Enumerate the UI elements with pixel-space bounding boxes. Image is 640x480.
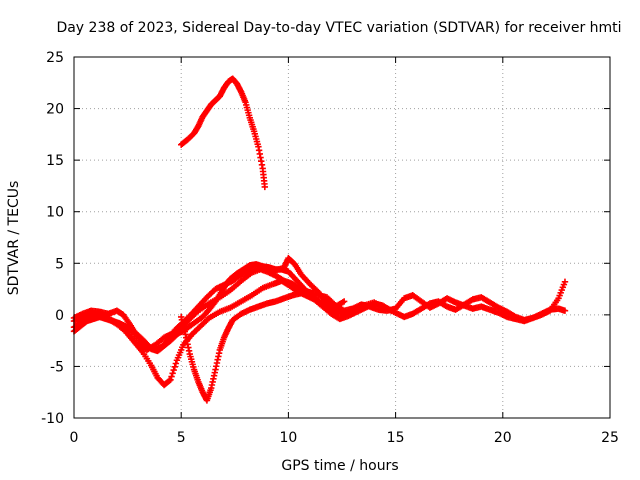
data-point	[169, 370, 176, 377]
y-tick-label: 20	[46, 102, 64, 118]
data-point	[168, 373, 175, 380]
y-tick-label: -10	[41, 411, 64, 427]
series-track-c	[70, 265, 569, 354]
y-tick-label: 10	[46, 205, 64, 221]
x-tick-label: 20	[494, 430, 512, 446]
data-point	[171, 363, 178, 370]
x-tick-label: 0	[70, 430, 79, 446]
data-point	[172, 360, 180, 367]
x-axis-label: GPS time / hours	[281, 458, 398, 474]
data-point	[561, 278, 569, 286]
plot-frame	[73, 56, 611, 419]
y-tick-label: -5	[50, 359, 64, 375]
x-tick-label: 15	[387, 430, 405, 446]
data-point	[261, 183, 269, 191]
chart-title: Day 238 of 2023, Sidereal Day-to-day VTE…	[56, 20, 621, 36]
series-track-a	[70, 277, 395, 389]
series-track-f	[178, 75, 269, 191]
x-tick-label: 25	[601, 430, 619, 446]
series-track-e	[178, 289, 348, 404]
y-tick-label: 25	[46, 50, 64, 66]
data-point	[166, 377, 173, 384]
axis-ticks: 0 5 10 15 20 25 -10 -5 0 5 10 15 20 25	[41, 50, 619, 446]
data-point	[170, 366, 177, 374]
data-point	[340, 298, 348, 305]
data-points	[70, 75, 569, 404]
data-point	[561, 307, 569, 314]
y-tick-label: 0	[55, 308, 64, 324]
x-tick-label: 10	[279, 430, 297, 446]
data-point	[167, 376, 174, 384]
y-axis-label: SDTVAR / TECUs	[6, 181, 22, 296]
grid-lines	[74, 57, 610, 418]
x-tick-label: 5	[177, 430, 186, 446]
data-point	[334, 309, 341, 316]
y-tick-label: 15	[46, 153, 64, 169]
y-tick-label: 5	[55, 256, 64, 272]
